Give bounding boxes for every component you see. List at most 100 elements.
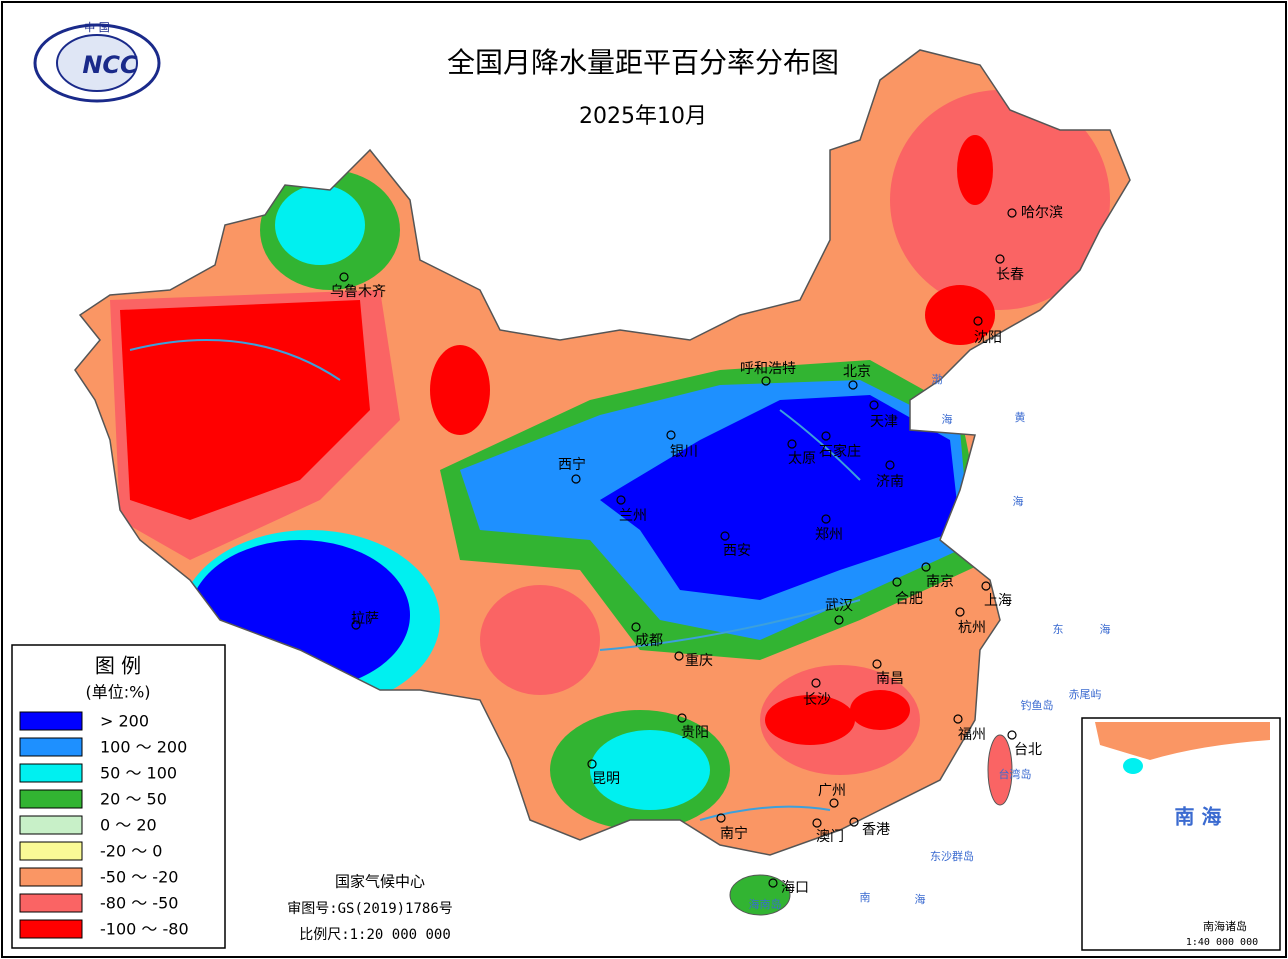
city-label: 哈尔滨 [1021, 205, 1063, 221]
legend-swatch [19, 867, 83, 887]
city-dot [869, 400, 879, 410]
city-label: 南昌 [876, 671, 904, 687]
legend-swatch [19, 893, 83, 913]
city-dot [716, 813, 726, 823]
inset-scale: 1:40 000 000 [1186, 937, 1258, 948]
place-label: 东 [1053, 623, 1064, 636]
city-label: 石家庄 [819, 443, 861, 460]
city-dot [834, 615, 844, 625]
city-label: 香港 [862, 822, 890, 838]
legend-swatch [19, 919, 83, 939]
legend: 图 例 (单位:%) > 200 100 ～ 200 50 ～ 100 20 ～ 50… [11, 644, 226, 949]
place-label: 海 [942, 412, 953, 426]
city-dot [872, 659, 882, 669]
legend-title: 图 例 [95, 654, 141, 678]
legend-label: -20 ～ 0 [100, 842, 163, 861]
city-dot [720, 531, 730, 541]
city-dot [631, 622, 641, 632]
city-dot [812, 818, 822, 828]
city-label: 呼和浩特 [740, 361, 796, 377]
map-title: 全国月降水量距平百分率分布图 [447, 46, 839, 79]
legend-label: -50 ～ -20 [100, 868, 178, 887]
legend-label: -100 ～ -80 [100, 920, 189, 939]
city-dot [973, 316, 983, 326]
city-dot [892, 577, 902, 587]
city-label: 郑州 [815, 527, 843, 543]
logo-top: 中 国 [84, 21, 110, 34]
city-dot [571, 474, 581, 484]
city-label: 太原 [788, 451, 816, 467]
city-label: 海口 [781, 880, 809, 896]
city-label: 济南 [876, 474, 904, 490]
city-label: 澳门 [816, 829, 844, 845]
city-label: 西宁 [558, 456, 586, 473]
city-dot [995, 254, 1005, 264]
city-label: 长沙 [803, 692, 831, 708]
place-label: 海 [915, 892, 926, 906]
inset-label: 南海诸岛 [1203, 919, 1247, 933]
city-label: 西安 [723, 543, 751, 559]
legend-swatch [19, 737, 83, 757]
logo-text: NCC [82, 51, 138, 79]
legend-label: 20 ～ 50 [100, 790, 167, 809]
city-dot [981, 581, 991, 591]
city-dot [955, 607, 965, 617]
city-dot [848, 380, 858, 390]
legend-unit: (单位:%) [85, 683, 150, 702]
city-label: 昆明 [592, 771, 620, 787]
city-dot [587, 759, 597, 769]
city-dot [761, 376, 771, 386]
map-subtitle: 2025年10月 [579, 104, 707, 129]
legend-swatch [19, 841, 83, 861]
city-label: 银川 [670, 444, 698, 460]
legend-label: > 200 [100, 712, 149, 731]
place-label: 渤 [932, 373, 943, 386]
city-label: 重庆 [685, 653, 713, 669]
city-label: 兰州 [619, 508, 647, 524]
place-label: 海南岛 [749, 897, 782, 911]
footer-agency: 国家气候中心 [335, 873, 425, 891]
city-label: 天津 [870, 414, 898, 430]
city-label: 南宁 [720, 825, 748, 842]
place-label: 东沙群岛 [930, 849, 974, 863]
city-label: 武汉 [825, 598, 853, 614]
city-dot [921, 562, 931, 572]
city-dot [829, 798, 839, 808]
city-dot [768, 878, 778, 888]
city-label: 上海 [984, 593, 1012, 609]
city-label: 成都 [635, 633, 663, 649]
place-label: 海 [1013, 494, 1024, 508]
city-dot [616, 495, 626, 505]
city-label: 合肥 [895, 591, 923, 607]
legend-swatch [19, 711, 83, 731]
footer-scale: 比例尺:1:20 000 000 [299, 927, 451, 943]
place-label: 海 [1100, 622, 1111, 636]
city-dot [849, 817, 859, 827]
city-label: 乌鲁木齐 [330, 284, 386, 300]
legend-label: 0 ～ 20 [100, 816, 157, 835]
city-label: 杭州 [958, 620, 986, 636]
city-dot [787, 439, 797, 449]
legend-label: 100 ～ 200 [100, 738, 187, 757]
place-label: 赤尾屿 [1069, 688, 1102, 701]
legend-label: 50 ～ 100 [100, 764, 177, 783]
city-dot [885, 460, 895, 470]
city-dot [1007, 730, 1017, 740]
city-label: 南京 [926, 574, 954, 590]
legend-swatch [19, 815, 83, 835]
city-dot [811, 678, 821, 688]
city-label: 长春 [996, 267, 1024, 283]
city-dot [351, 620, 361, 630]
city-label: 沈阳 [974, 330, 1002, 346]
city-dot [339, 272, 349, 282]
city-label: 台北 [1014, 742, 1042, 758]
place-label: 南 [860, 891, 871, 904]
legend-label: -80 ～ -50 [100, 894, 178, 913]
place-label: 钓鱼岛 [1021, 698, 1054, 712]
city-label: 北京 [843, 364, 871, 380]
city-dot [821, 431, 831, 441]
place-label: 台湾岛 [999, 767, 1032, 781]
city-dot [674, 651, 684, 661]
